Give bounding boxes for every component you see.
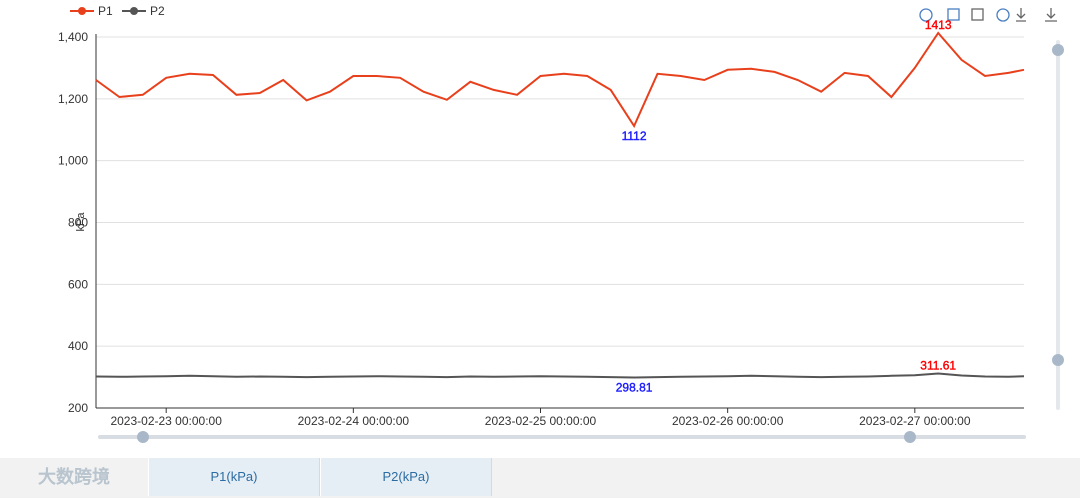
logo: 大数跨境 bbox=[38, 467, 110, 487]
slider-handle[interactable] bbox=[137, 431, 149, 443]
slider-handle[interactable] bbox=[1052, 354, 1064, 366]
tab[interactable]: P2(kPa) bbox=[320, 458, 492, 496]
x-tick-label: 2023-02-23 00:00:00 bbox=[110, 414, 222, 428]
y-tick-label: 200 bbox=[68, 401, 88, 415]
y-tick-label: 1,000 bbox=[58, 154, 88, 168]
series-line bbox=[95, 31, 1025, 129]
zoom-icon[interactable] bbox=[947, 8, 960, 21]
tab-bar: 大数跨境 P1(kPa) P2(kPa) bbox=[0, 458, 1080, 498]
y-tick-label: 800 bbox=[68, 216, 88, 230]
save-icon[interactable] bbox=[1016, 8, 1026, 22]
y-tick-label: 400 bbox=[68, 339, 88, 353]
y-tick-label: 1,400 bbox=[58, 30, 88, 44]
x-tick-label: 2023-02-27 00:00:00 bbox=[859, 414, 971, 428]
zoom-reset-icon[interactable] bbox=[971, 8, 984, 21]
toolbar[interactable] bbox=[919, 8, 1057, 22]
legend-marker bbox=[78, 7, 86, 15]
y-tick-label: 1,200 bbox=[58, 92, 88, 106]
legend-label: P2 bbox=[150, 4, 165, 18]
x-tick-label: 2023-02-26 00:00:00 bbox=[672, 414, 784, 428]
y-axis-label: kPa bbox=[75, 212, 87, 232]
x-tick-label: 2023-02-25 00:00:00 bbox=[485, 414, 597, 428]
y-slider[interactable] bbox=[1052, 40, 1064, 410]
slider-handle[interactable] bbox=[904, 431, 916, 443]
x-tick-label: 2023-02-24 00:00:00 bbox=[298, 414, 410, 428]
y-tick-label: 600 bbox=[68, 277, 88, 291]
download-icon[interactable] bbox=[1045, 8, 1057, 22]
mark-point-label: 1112 bbox=[622, 129, 647, 143]
mark-point-label: 311.61 bbox=[920, 358, 956, 372]
series-line bbox=[95, 372, 1025, 379]
tab[interactable]: P1(kPa) bbox=[148, 458, 320, 496]
legend-label: P1 bbox=[98, 4, 113, 18]
chart: kPa 200 400 600 800 1,000 1,200 1,400 2023-02-2… bbox=[58, 4, 1064, 443]
mark-point-label: 1413 bbox=[925, 18, 952, 32]
slider-track bbox=[98, 435, 1026, 439]
x-slider[interactable] bbox=[98, 431, 1026, 443]
pause-icon[interactable] bbox=[996, 8, 1010, 22]
legend-marker bbox=[130, 7, 138, 15]
refresh-icon[interactable] bbox=[919, 8, 933, 22]
slider-track bbox=[1056, 40, 1060, 410]
slider-handle[interactable] bbox=[1052, 44, 1064, 56]
mark-point-label: 298.81 bbox=[616, 380, 653, 394]
